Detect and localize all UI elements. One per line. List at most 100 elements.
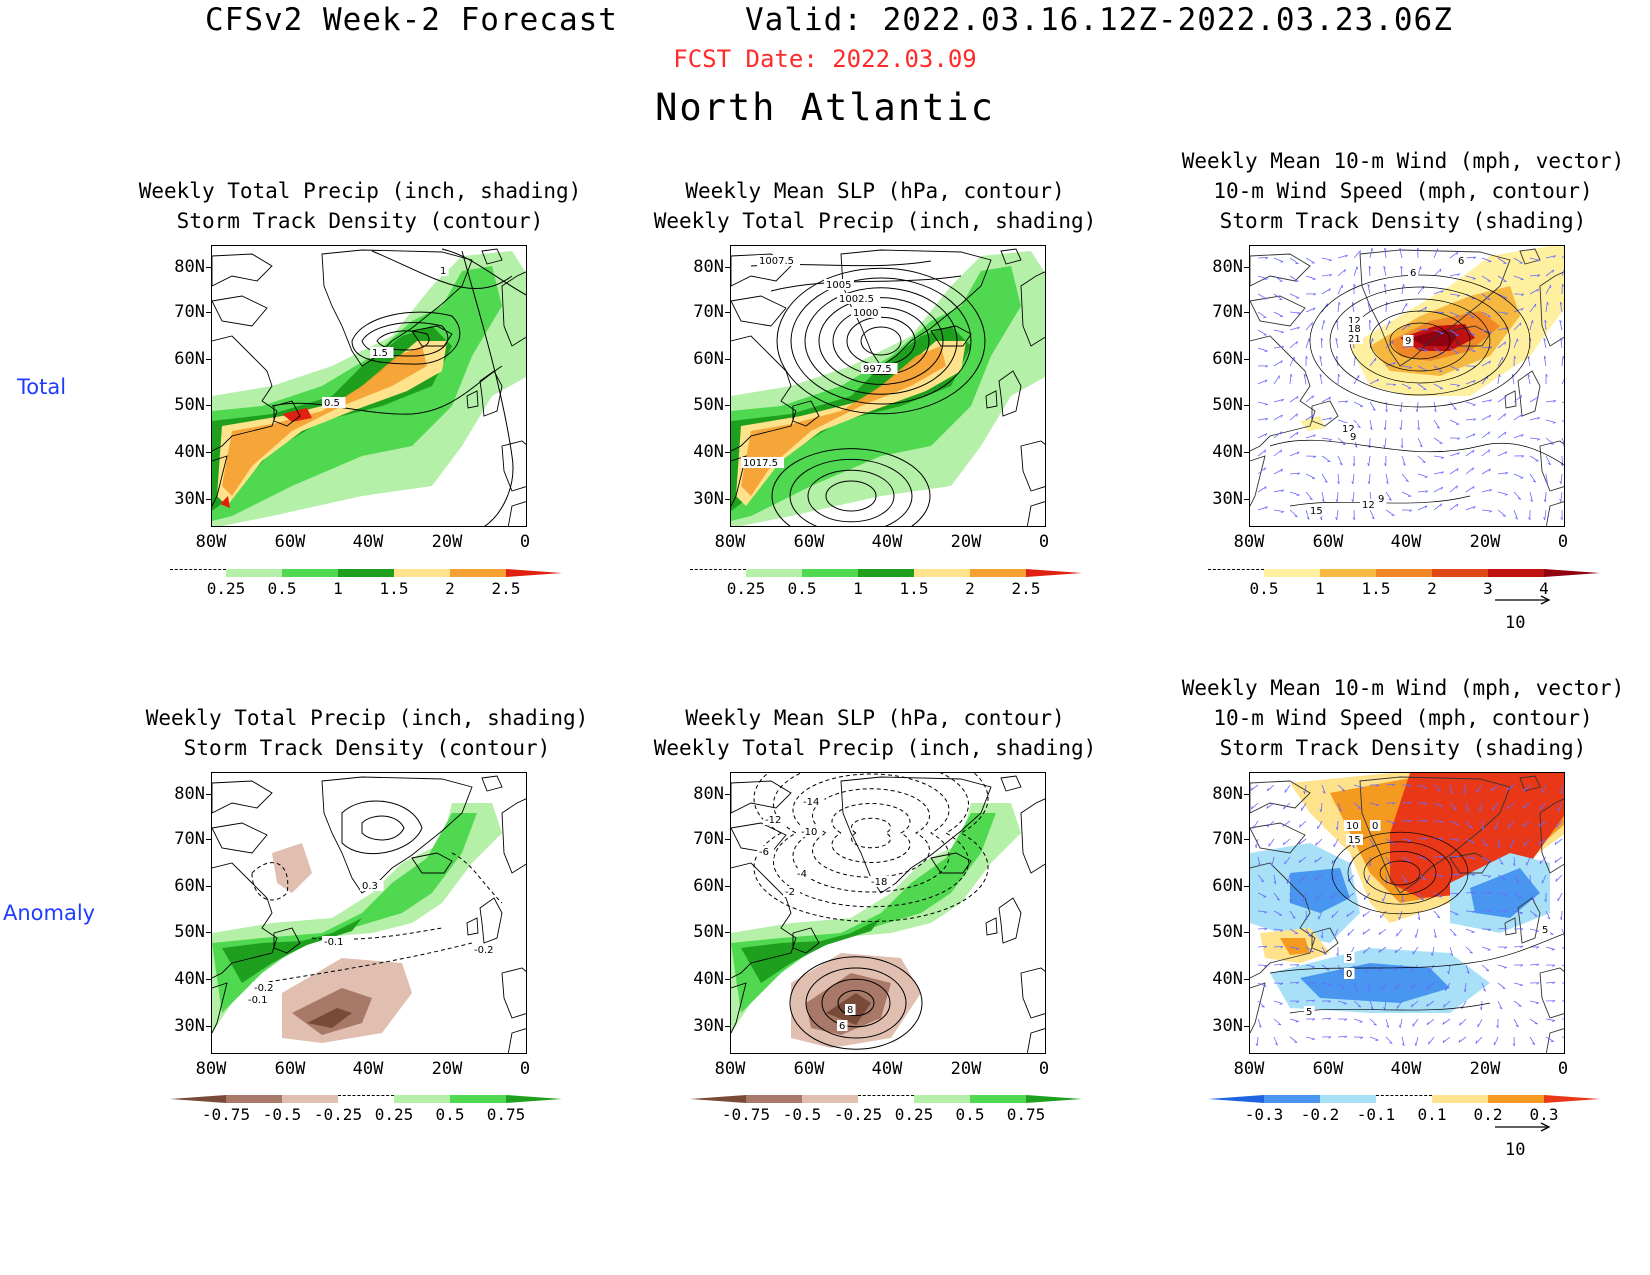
colorbar-swatch xyxy=(1432,569,1488,577)
svg-text:-0.2: -0.2 xyxy=(254,983,274,994)
lat-tick-mark xyxy=(206,452,211,453)
colorbar-label: 0.5 xyxy=(1249,579,1279,598)
svg-text:1005: 1005 xyxy=(826,280,851,291)
lat-tick-mark xyxy=(206,886,211,887)
colorbar-swatch xyxy=(282,1095,338,1103)
row-label-anomaly: Anomaly xyxy=(3,901,96,925)
contour-label: 1002.5 xyxy=(837,293,880,305)
lat-tick-mark xyxy=(1244,359,1249,360)
lat-tick-label: 40N xyxy=(693,969,724,989)
lat-tick-mark xyxy=(725,359,730,360)
svg-text:0.5: 0.5 xyxy=(324,398,340,409)
lon-tick-label: 0 xyxy=(1038,532,1050,552)
colorbar-swatch xyxy=(1544,569,1600,577)
colorbar-label: -0.75 xyxy=(721,1105,771,1124)
colorbar-label: 0.2 xyxy=(1473,1105,1503,1124)
lon-tick-label: 20W xyxy=(950,532,982,552)
colorbar-swatch xyxy=(1544,1095,1600,1103)
lat-tick-mark xyxy=(1244,932,1249,933)
svg-text:1002.5: 1002.5 xyxy=(839,294,874,305)
contour-label: 5 xyxy=(1344,952,1355,964)
svg-text:1: 1 xyxy=(440,266,446,277)
contour-label: 0 xyxy=(1370,820,1381,832)
colorbar-swatch xyxy=(858,1095,914,1100)
svg-text:-2: -2 xyxy=(785,887,795,898)
colorbar-swatch xyxy=(394,569,450,577)
colorbar-swatch xyxy=(282,569,338,577)
svg-text:1017.5: 1017.5 xyxy=(743,458,778,469)
contour-label: 15 xyxy=(1346,834,1363,846)
svg-text:-10: -10 xyxy=(801,827,817,838)
svg-text:8: 8 xyxy=(847,1005,853,1016)
lon-tick-label: 60W xyxy=(274,532,306,552)
contour-label: -2 xyxy=(783,886,800,898)
colorbar-label: 2 xyxy=(1427,579,1437,598)
contour-label: 0 xyxy=(1344,968,1355,980)
coastline xyxy=(212,775,526,1053)
svg-text:21: 21 xyxy=(1348,334,1361,345)
colorbar-swatch xyxy=(746,1095,802,1103)
lat-tick-mark xyxy=(725,312,730,313)
lat-tick-mark xyxy=(206,267,211,268)
colorbar-swatch xyxy=(450,569,506,577)
lat-tick-label: 70N xyxy=(693,829,724,849)
lat-tick-mark xyxy=(206,359,211,360)
colorbar-precip_anom: -0.75 -0.5 -0.25 0.25 0.5 0.75 xyxy=(170,1093,562,1124)
svg-text:-14: -14 xyxy=(803,797,819,808)
colorbar-swatch xyxy=(170,569,226,574)
map-anom-wind-storm: 10 0 15 5 0 5 5 xyxy=(1249,772,1565,1054)
contour-label: 9 xyxy=(1348,431,1359,443)
lat-tick-label: 50N xyxy=(174,395,205,415)
colorbar-label: 1 xyxy=(1315,579,1325,598)
lon-tick-label: 40W xyxy=(1390,532,1422,552)
map-anom-slp-precip: -14 -12 -10 -6 -4 -2 -18 8 6 xyxy=(730,772,1046,1054)
lat-tick-label: 40N xyxy=(174,442,205,462)
svg-text:1000: 1000 xyxy=(853,308,878,319)
lat-tick-label: 50N xyxy=(693,395,724,415)
lon-tick-label: 80W xyxy=(1233,1059,1265,1079)
colorbar-swatch xyxy=(690,569,746,574)
svg-text:15: 15 xyxy=(1310,506,1323,517)
svg-text:0: 0 xyxy=(1372,821,1378,832)
lat-tick-label: 50N xyxy=(1212,922,1243,942)
contour-label: 997.5 xyxy=(861,363,898,375)
svg-text:10: 10 xyxy=(1346,821,1359,832)
lat-tick-mark xyxy=(1244,405,1249,406)
svg-text:1007.5: 1007.5 xyxy=(759,256,794,267)
colorbar-swatch xyxy=(970,1095,1026,1103)
lat-tick-label: 30N xyxy=(1212,489,1243,509)
lat-tick-label: 80N xyxy=(174,784,205,804)
contour-label: 12 xyxy=(1360,499,1377,511)
colorbar-swatch xyxy=(1264,1095,1320,1103)
contour-label: -0.2 xyxy=(472,944,502,956)
contour-label: 1 xyxy=(438,265,449,277)
lat-tick-label: 40N xyxy=(1212,442,1243,462)
svg-text:15: 15 xyxy=(1348,835,1361,846)
lat-tick-label: 60N xyxy=(1212,876,1243,896)
svg-text:5: 5 xyxy=(1542,925,1548,936)
contour-label: 10 xyxy=(1344,820,1361,832)
lat-tick-label: 30N xyxy=(1212,1016,1243,1036)
lat-tick-mark xyxy=(206,312,211,313)
lat-tick-label: 70N xyxy=(174,829,205,849)
svg-text:-12: -12 xyxy=(765,815,781,826)
lon-tick-label: 40W xyxy=(871,532,903,552)
svg-text:-0.2: -0.2 xyxy=(474,945,494,956)
colorbar-storm_total: 0.5 1 1.5 2 3 4 xyxy=(1208,567,1600,598)
colorbar-label: 2.5 xyxy=(491,579,521,598)
lat-tick-mark xyxy=(1244,312,1249,313)
contour-label: 15 xyxy=(1308,505,1325,517)
valid-period: Valid: 2022.03.16.12Z-2022.03.23.06Z xyxy=(745,2,1453,38)
contour-label: 1007.5 xyxy=(757,255,800,267)
lat-tick-label: 50N xyxy=(693,922,724,942)
vector-reference-total: 10 xyxy=(1495,595,1551,633)
lon-tick-label: 0 xyxy=(1557,1059,1569,1079)
colorbar-label: -0.25 xyxy=(313,1105,363,1124)
colorbar-storm_anom: -0.3 -0.2 -0.1 0.1 0.2 0.3 xyxy=(1208,1093,1600,1124)
lat-tick-label: 70N xyxy=(693,302,724,322)
colorbar-label: 0.5 xyxy=(787,579,817,598)
reference-arrow-icon xyxy=(1495,1122,1551,1132)
colorbar-label: 0.75 xyxy=(486,1105,526,1124)
contour-label: 1000 xyxy=(851,307,881,319)
colorbar-swatch xyxy=(858,569,914,577)
